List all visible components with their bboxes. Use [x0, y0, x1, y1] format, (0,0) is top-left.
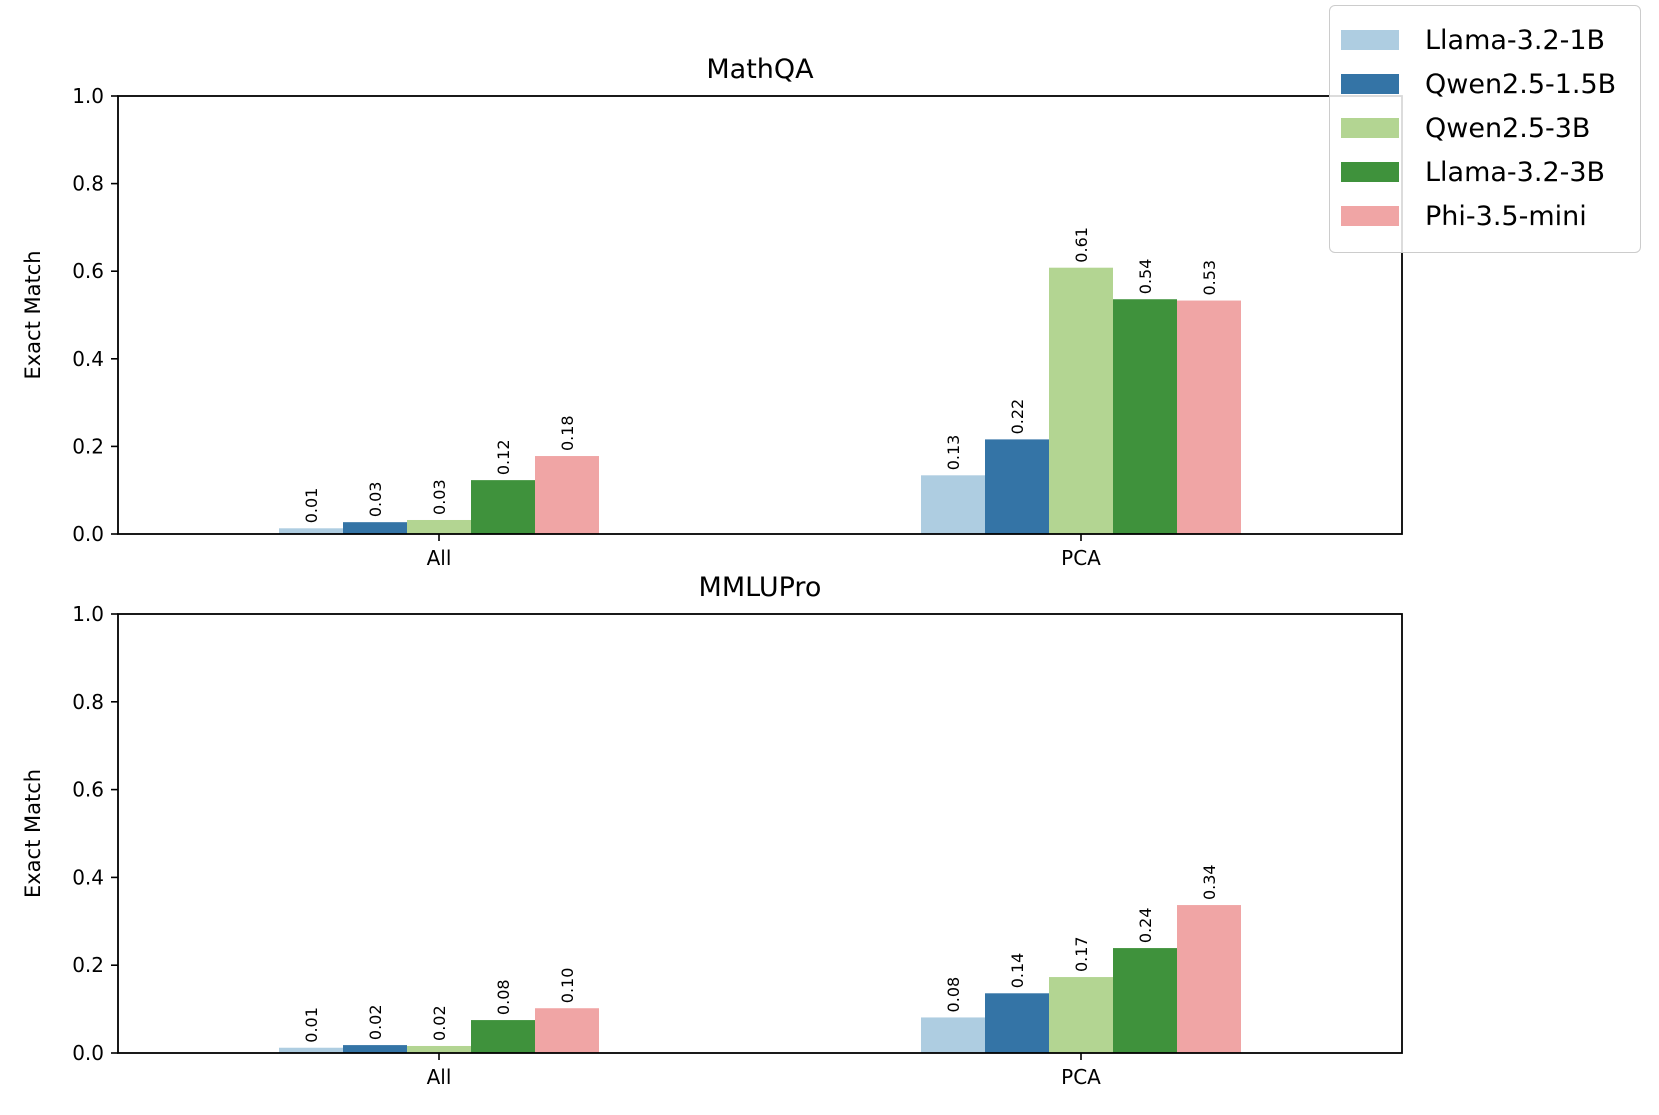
- legend-label: Llama-3.2-1B: [1425, 24, 1606, 56]
- legend-label: Qwen2.5-3B: [1425, 112, 1591, 144]
- value-label: 0.54: [1136, 259, 1155, 295]
- legend-item-llama-3.2-1b: Llama-3.2-1B: [1341, 18, 1640, 62]
- legend: Llama-3.2-1B Qwen2.5-1.5B Qwen2.5-3B Lla…: [1329, 5, 1641, 253]
- bar-qwen2-5-1-5b-all: [343, 522, 407, 534]
- value-label: 0.34: [1200, 864, 1219, 900]
- value-label: 0.22: [1008, 399, 1027, 435]
- y-tick-label: 0.8: [72, 690, 104, 714]
- legend-label: Llama-3.2-3B: [1425, 156, 1606, 188]
- y-tick-label: 0.8: [72, 172, 104, 196]
- chart-title: MMLUPro: [699, 572, 822, 603]
- value-label: 0.13: [944, 435, 963, 471]
- x-tick-label: All: [427, 546, 452, 570]
- y-tick-label: 0.4: [72, 347, 104, 371]
- value-label: 0.01: [302, 488, 321, 524]
- axes-frame: [117, 95, 1403, 535]
- value-label: 0.53: [1200, 260, 1219, 296]
- value-label: 0.08: [494, 979, 513, 1015]
- panel-mmlupro: 0.01 0.08 0.02 0.14 0.02 0.17 0.08 0.24 0.10 0.34…: [21, 572, 1403, 1089]
- bar-qwen2-5-3b-all: [407, 1045, 471, 1053]
- value-label: 0.24: [1136, 907, 1155, 943]
- legend-swatch: [1341, 30, 1399, 50]
- legend-item-llama-3.2-3b: Llama-3.2-3B: [1341, 150, 1640, 194]
- value-label: 0.18: [558, 415, 577, 451]
- y-tick-label: 0.4: [72, 865, 104, 889]
- legend-swatch: [1341, 74, 1399, 94]
- legend-label: Qwen2.5-1.5B: [1425, 68, 1617, 100]
- value-label: 0.61: [1072, 227, 1091, 263]
- value-label: 0.10: [558, 968, 577, 1004]
- x-tick-label: PCA: [1061, 546, 1101, 570]
- legend-swatch: [1341, 118, 1399, 138]
- value-label: 0.01: [302, 1007, 321, 1043]
- bar-llama-3-2-1b-pca: [921, 475, 985, 534]
- legend-item-qwen2.5-3b: Qwen2.5-3B: [1341, 106, 1640, 150]
- legend-item-qwen2.5-1.5b: Qwen2.5-1.5B: [1341, 62, 1640, 106]
- y-tick-label: 0.2: [72, 434, 104, 458]
- y-tick-label: 0.0: [72, 522, 104, 546]
- y-tick-label: 0.0: [72, 1041, 104, 1065]
- value-label: 0.02: [430, 1005, 449, 1041]
- bar-llama-3-2-3b-pca: [1113, 299, 1177, 534]
- y-tick-label: 1.0: [72, 602, 104, 626]
- axes-frame: [117, 613, 1403, 1054]
- bar-qwen2-5-3b-all: [407, 519, 471, 534]
- y-tick-label: 1.0: [72, 84, 104, 108]
- value-label: 0.17: [1072, 936, 1091, 972]
- chart-title: MathQA: [706, 54, 814, 85]
- legend-item-phi-3.5-mini: Phi-3.5-mini: [1341, 194, 1640, 238]
- bar-qwen2-5-1-5b-pca: [985, 993, 1049, 1053]
- value-label: 0.08: [944, 977, 963, 1013]
- value-label: 0.03: [430, 479, 449, 515]
- bar-phi-3-5-mini-pca: [1177, 300, 1241, 534]
- legend-swatch: [1341, 206, 1399, 226]
- value-label: 0.02: [366, 1004, 385, 1040]
- y-axis-label: Exact Match: [21, 769, 45, 898]
- x-tick-label: PCA: [1061, 1065, 1101, 1089]
- y-tick-label: 0.2: [72, 953, 104, 977]
- bar-qwen2-5-3b-pca: [1049, 977, 1113, 1053]
- bar-llama-3-2-1b-all: [279, 528, 343, 534]
- bar-qwen2-5-1-5b-all: [343, 1045, 407, 1053]
- panel-mathqa: 0.01 0.13 0.03 0.22 0.03 0.61 0.12 0.54 0.18 0.53…: [21, 54, 1403, 570]
- bar-phi-3-5-mini-pca: [1177, 905, 1241, 1053]
- bar-llama-3-2-3b-pca: [1113, 948, 1177, 1053]
- bar-qwen2-5-3b-pca: [1049, 267, 1113, 534]
- value-label: 0.14: [1008, 953, 1027, 989]
- bar-phi-3-5-mini-all: [535, 456, 599, 534]
- value-label: 0.03: [366, 482, 385, 518]
- bar-llama-3-2-3b-all: [471, 1020, 535, 1053]
- y-tick-label: 0.6: [72, 778, 104, 802]
- legend-label: Phi-3.5-mini: [1425, 200, 1587, 232]
- legend-swatch: [1341, 162, 1399, 182]
- bar-llama-3-2-3b-all: [471, 480, 535, 534]
- y-axis-label: Exact Match: [21, 250, 45, 379]
- bar-llama-3-2-1b-all: [279, 1047, 343, 1053]
- y-tick-label: 0.6: [72, 259, 104, 283]
- bar-qwen2-5-1-5b-pca: [985, 439, 1049, 534]
- x-tick-label: All: [427, 1065, 452, 1089]
- bar-phi-3-5-mini-all: [535, 1008, 599, 1053]
- value-label: 0.12: [494, 440, 513, 476]
- bar-llama-3-2-1b-pca: [921, 1017, 985, 1053]
